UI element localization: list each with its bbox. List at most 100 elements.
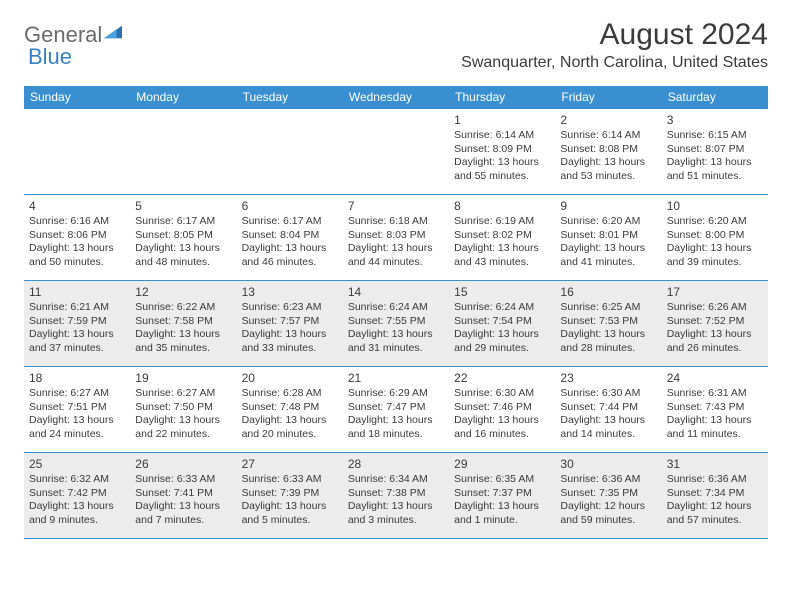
- day-number: 7: [348, 199, 444, 213]
- logo-triangle-icon: [104, 25, 122, 39]
- day-number: 22: [454, 371, 550, 385]
- calendar-cell-day-18: 18 Sunrise: 6:27 AMSunset: 7:51 PMDayligh…: [24, 367, 130, 453]
- logo-line2: Blue: [28, 44, 72, 70]
- calendar-cell-day-14: 14 Sunrise: 6:24 AMSunset: 7:55 PMDayligh…: [343, 281, 449, 367]
- day-detail: Sunrise: 6:33 AMSunset: 7:41 PMDaylight:…: [135, 473, 231, 528]
- day-detail: Sunrise: 6:16 AMSunset: 8:06 PMDaylight:…: [29, 215, 125, 270]
- day-number: 25: [29, 457, 125, 471]
- calendar-cell-blank: [343, 109, 449, 195]
- calendar-cell-day-11: 11 Sunrise: 6:21 AMSunset: 7:59 PMDayligh…: [24, 281, 130, 367]
- day-detail: Sunrise: 6:23 AMSunset: 7:57 PMDaylight:…: [242, 301, 338, 356]
- calendar-cell-day-24: 24 Sunrise: 6:31 AMSunset: 7:43 PMDayligh…: [662, 367, 768, 453]
- day-number: 23: [560, 371, 656, 385]
- day-number: 18: [29, 371, 125, 385]
- calendar-cell-day-4: 4 Sunrise: 6:16 AMSunset: 8:06 PMDaylight…: [24, 195, 130, 281]
- day-number: 12: [135, 285, 231, 299]
- header: General August 2024 Swanquarter, North C…: [0, 0, 792, 78]
- day-detail: Sunrise: 6:36 AMSunset: 7:35 PMDaylight:…: [560, 473, 656, 528]
- calendar-cell-day-9: 9Sunrise: 6:20 AMSunset: 8:01 PMDaylight…: [555, 195, 661, 281]
- day-number: 21: [348, 371, 444, 385]
- calendar-cell-day-21: 21 Sunrise: 6:29 AMSunset: 7:47 PMDayligh…: [343, 367, 449, 453]
- day-detail: Sunrise: 6:31 AMSunset: 7:43 PMDaylight:…: [667, 387, 763, 442]
- calendar-cell-day-7: 7 Sunrise: 6:18 AMSunset: 8:03 PMDaylight…: [343, 195, 449, 281]
- calendar-cell-day-29: 29 Sunrise: 6:35 AMSunset: 7:37 PMDayligh…: [449, 453, 555, 539]
- day-detail: Sunrise: 6:27 AMSunset: 7:50 PMDaylight:…: [135, 387, 231, 442]
- day-number: 27: [242, 457, 338, 471]
- day-detail: Sunrise: 6:33 AMSunset: 7:39 PMDaylight:…: [242, 473, 338, 528]
- day-number: 30: [560, 457, 656, 471]
- calendar-cell-day-1: 1 Sunrise: 6:14 AMSunset: 8:09 PMDaylight…: [449, 109, 555, 195]
- day-detail: Sunrise: 6:17 AMSunset: 8:04 PMDaylight:…: [242, 215, 338, 270]
- day-number: 2: [560, 113, 656, 127]
- day-number: 1: [454, 113, 550, 127]
- day-detail: Sunrise: 6:29 AMSunset: 7:47 PMDaylight:…: [348, 387, 444, 442]
- calendar-cell-day-17: 17 Sunrise: 6:26 AMSunset: 7:52 PMDayligh…: [662, 281, 768, 367]
- location: Swanquarter, North Carolina, United Stat…: [461, 54, 768, 72]
- day-number: 29: [454, 457, 550, 471]
- calendar-cell-day-15: 15 Sunrise: 6:24 AMSunset: 7:54 PMDayligh…: [449, 281, 555, 367]
- day-detail: Sunrise: 6:28 AMSunset: 7:48 PMDaylight:…: [242, 387, 338, 442]
- day-number: 20: [242, 371, 338, 385]
- calendar-cell-day-30: 30 Sunrise: 6:36 AMSunset: 7:35 PMDayligh…: [555, 453, 661, 539]
- calendar-cell-day-6: 6 Sunrise: 6:17 AMSunset: 8:04 PMDaylight…: [237, 195, 343, 281]
- calendar-cell-day-22: 22 Sunrise: 6:30 AMSunset: 7:46 PMDayligh…: [449, 367, 555, 453]
- day-header-tuesday: Tuesday: [237, 86, 343, 109]
- calendar-cell-blank: [24, 109, 130, 195]
- day-detail: Sunrise: 6:15 AMSunset: 8:07 PMDaylight:…: [667, 129, 763, 184]
- day-detail: Sunrise: 6:18 AMSunset: 8:03 PMDaylight:…: [348, 215, 444, 270]
- calendar-cell-day-3: 3 Sunrise: 6:15 AMSunset: 8:07 PMDaylight…: [662, 109, 768, 195]
- day-number: 11: [29, 285, 125, 299]
- day-number: 24: [667, 371, 763, 385]
- day-detail: Sunrise: 6:25 AMSunset: 7:53 PMDaylight:…: [560, 301, 656, 356]
- day-header-friday: Friday: [555, 86, 661, 109]
- day-number: 15: [454, 285, 550, 299]
- day-header-monday: Monday: [130, 86, 236, 109]
- day-detail: Sunrise: 6:19 AMSunset: 8:02 PMDaylight:…: [454, 215, 550, 270]
- calendar-cell-day-10: 10Sunrise: 6:20 AMSunset: 8:00 PMDayligh…: [662, 195, 768, 281]
- day-number: 3: [667, 113, 763, 127]
- day-detail: Sunrise: 6:30 AMSunset: 7:46 PMDaylight:…: [454, 387, 550, 442]
- calendar-cell-day-2: 2Sunrise: 6:14 AMSunset: 8:08 PMDaylight…: [555, 109, 661, 195]
- calendar-cell-day-19: 19 Sunrise: 6:27 AMSunset: 7:50 PMDayligh…: [130, 367, 236, 453]
- calendar-cell-day-25: 25Sunrise: 6:32 AMSunset: 7:42 PMDayligh…: [24, 453, 130, 539]
- calendar-cell-day-28: 28Sunrise: 6:34 AMSunset: 7:38 PMDayligh…: [343, 453, 449, 539]
- day-header-wednesday: Wednesday: [343, 86, 449, 109]
- day-detail: Sunrise: 6:27 AMSunset: 7:51 PMDaylight:…: [29, 387, 125, 442]
- day-header-saturday: Saturday: [662, 86, 768, 109]
- day-number: 16: [560, 285, 656, 299]
- calendar-cell-day-16: 16 Sunrise: 6:25 AMSunset: 7:53 PMDayligh…: [555, 281, 661, 367]
- day-number: 6: [242, 199, 338, 213]
- day-detail: Sunrise: 6:24 AMSunset: 7:54 PMDaylight:…: [454, 301, 550, 356]
- calendar-cell-day-20: 20 Sunrise: 6:28 AMSunset: 7:48 PMDayligh…: [237, 367, 343, 453]
- day-detail: Sunrise: 6:20 AMSunset: 8:00 PMDaylight:…: [667, 215, 763, 270]
- day-number: 31: [667, 457, 763, 471]
- calendar-cell-day-13: 13Sunrise: 6:23 AMSunset: 7:57 PMDayligh…: [237, 281, 343, 367]
- day-detail: Sunrise: 6:30 AMSunset: 7:44 PMDaylight:…: [560, 387, 656, 442]
- calendar-cell-day-27: 27 Sunrise: 6:33 AMSunset: 7:39 PMDayligh…: [237, 453, 343, 539]
- title-block: August 2024 Swanquarter, North Carolina,…: [461, 18, 768, 72]
- day-number: 8: [454, 199, 550, 213]
- calendar-cell-day-8: 8 Sunrise: 6:19 AMSunset: 8:02 PMDaylight…: [449, 195, 555, 281]
- day-detail: Sunrise: 6:24 AMSunset: 7:55 PMDaylight:…: [348, 301, 444, 356]
- day-number: 26: [135, 457, 231, 471]
- day-number: 4: [29, 199, 125, 213]
- day-detail: Sunrise: 6:14 AMSunset: 8:09 PMDaylight:…: [454, 129, 550, 184]
- day-header-sunday: Sunday: [24, 86, 130, 109]
- day-detail: Sunrise: 6:22 AMSunset: 7:58 PMDaylight:…: [135, 301, 231, 356]
- day-number: 14: [348, 285, 444, 299]
- day-detail: Sunrise: 6:21 AMSunset: 7:59 PMDaylight:…: [29, 301, 125, 356]
- calendar-cell-day-5: 5Sunrise: 6:17 AMSunset: 8:05 PMDaylight…: [130, 195, 236, 281]
- calendar-cell-day-23: 23 Sunrise: 6:30 AMSunset: 7:44 PMDayligh…: [555, 367, 661, 453]
- day-detail: Sunrise: 6:17 AMSunset: 8:05 PMDaylight:…: [135, 215, 231, 270]
- day-detail: Sunrise: 6:34 AMSunset: 7:38 PMDaylight:…: [348, 473, 444, 528]
- calendar-grid: SundayMondayTuesdayWednesdayThursdayFrid…: [24, 86, 768, 539]
- day-number: 17: [667, 285, 763, 299]
- logo-text-blue: Blue: [28, 44, 72, 69]
- day-detail: Sunrise: 6:35 AMSunset: 7:37 PMDaylight:…: [454, 473, 550, 528]
- day-detail: Sunrise: 6:26 AMSunset: 7:52 PMDaylight:…: [667, 301, 763, 356]
- calendar-cell-day-31: 31Sunrise: 6:36 AMSunset: 7:34 PMDayligh…: [662, 453, 768, 539]
- day-detail: Sunrise: 6:20 AMSunset: 8:01 PMDaylight:…: [560, 215, 656, 270]
- month-title: August 2024: [461, 18, 768, 52]
- day-number: 19: [135, 371, 231, 385]
- calendar-cell-day-12: 12 Sunrise: 6:22 AMSunset: 7:58 PMDayligh…: [130, 281, 236, 367]
